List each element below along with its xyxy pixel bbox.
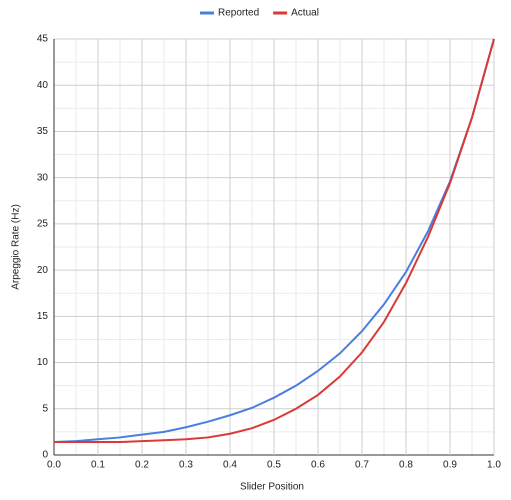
y-tick-label: 30 bbox=[37, 172, 49, 183]
x-tick-label: 0.0 bbox=[47, 460, 61, 471]
y-tick-label: 40 bbox=[37, 80, 49, 91]
series-line bbox=[54, 38, 495, 444]
x-tick-label: 0.8 bbox=[399, 460, 413, 471]
y-tick-label: 0 bbox=[42, 450, 48, 461]
y-tick-label: 5 bbox=[42, 403, 48, 414]
x-tick-label: 0.1 bbox=[91, 460, 105, 471]
x-tick-label: 0.9 bbox=[443, 460, 457, 471]
y-axis-title: Arpeggio Rate (Hz) bbox=[11, 204, 22, 290]
x-tick-label: 0.6 bbox=[311, 460, 325, 471]
y-tick-label: 25 bbox=[37, 219, 49, 230]
x-axis-title: Slider Position bbox=[240, 482, 304, 493]
y-tick-label: 20 bbox=[37, 265, 49, 276]
y-tick-label: 35 bbox=[37, 126, 49, 137]
x-tick-label: 0.2 bbox=[135, 460, 149, 471]
y-tick-label: 15 bbox=[37, 311, 49, 322]
legend-label: Actual bbox=[291, 8, 319, 19]
y-tick-label: 10 bbox=[37, 357, 49, 368]
x-tick-label: 0.4 bbox=[223, 460, 237, 471]
x-tick-label: 1.0 bbox=[487, 460, 501, 471]
x-tick-label: 0.5 bbox=[267, 460, 281, 471]
x-tick-label: 0.3 bbox=[179, 460, 193, 471]
legend-label: Reported bbox=[218, 8, 259, 19]
series-line bbox=[53, 38, 495, 444]
y-tick-label: 45 bbox=[37, 34, 49, 45]
x-tick-label: 0.7 bbox=[355, 460, 369, 471]
